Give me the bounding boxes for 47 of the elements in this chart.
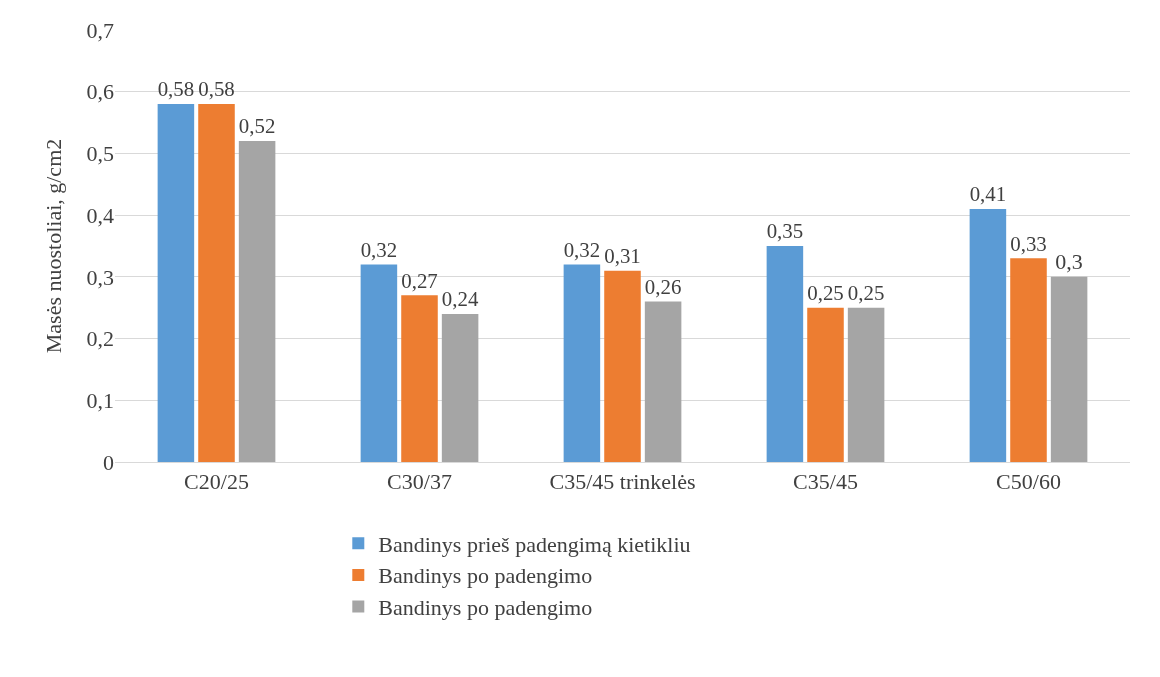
- bar: [969, 208, 1007, 462]
- data-label: 0,25: [807, 280, 844, 305]
- x-tick-label: C35/45: [793, 469, 858, 495]
- y-tick-label: 0,2: [86, 326, 114, 352]
- y-tick-label: 0,3: [86, 264, 114, 290]
- bar: [1050, 276, 1088, 462]
- bar: [441, 313, 479, 462]
- data-label: 0,35: [766, 219, 804, 244]
- y-tick-label: 0,5: [86, 141, 114, 167]
- bar: [360, 264, 398, 462]
- bar: [847, 307, 885, 462]
- bar: [563, 264, 601, 462]
- bar: [644, 301, 682, 462]
- bar: [238, 141, 276, 462]
- legend-label: Bandinys prieš padengimą kietikliu: [378, 531, 691, 557]
- x-tick-label: C30/37: [387, 469, 452, 495]
- y-tick-label: 0,6: [86, 79, 114, 105]
- y-tick-label: 0,7: [86, 17, 114, 43]
- bar: [198, 104, 235, 462]
- data-label: 0,27: [401, 268, 438, 293]
- y-axis-title: Masės nuostoliai, g/cm2: [41, 138, 66, 354]
- data-label: 0,58: [157, 77, 195, 102]
- data-label: 0,3: [1055, 248, 1083, 274]
- bar: [766, 246, 804, 462]
- data-label: 0,58: [198, 77, 235, 102]
- bar: [401, 295, 438, 462]
- y-tick-label: 0,4: [86, 202, 114, 228]
- bar: [1010, 258, 1047, 462]
- legend-label: Bandinys po padengimo: [378, 595, 593, 621]
- data-label: 0,32: [563, 237, 601, 262]
- y-tick-label: 0,1: [86, 387, 114, 413]
- x-tick-label: C20/25: [184, 469, 249, 495]
- data-label: 0,52: [238, 114, 276, 139]
- legend-label: Bandinys po padengimo: [378, 563, 593, 589]
- y-tick-label: 0: [103, 449, 114, 475]
- data-label: 0,33: [1010, 231, 1047, 256]
- data-label: 0,41: [969, 182, 1007, 207]
- data-label: 0,32: [360, 237, 398, 262]
- bar: [807, 307, 844, 462]
- bar: [157, 104, 195, 462]
- data-label: 0,26: [644, 274, 682, 299]
- data-label: 0,25: [847, 280, 885, 305]
- bar: [604, 270, 641, 462]
- data-label: 0,24: [441, 287, 479, 312]
- data-label: 0,31: [604, 243, 641, 268]
- x-tick-label: C50/60: [996, 469, 1061, 495]
- x-tick-label: C35/45 trinkelės: [549, 469, 696, 495]
